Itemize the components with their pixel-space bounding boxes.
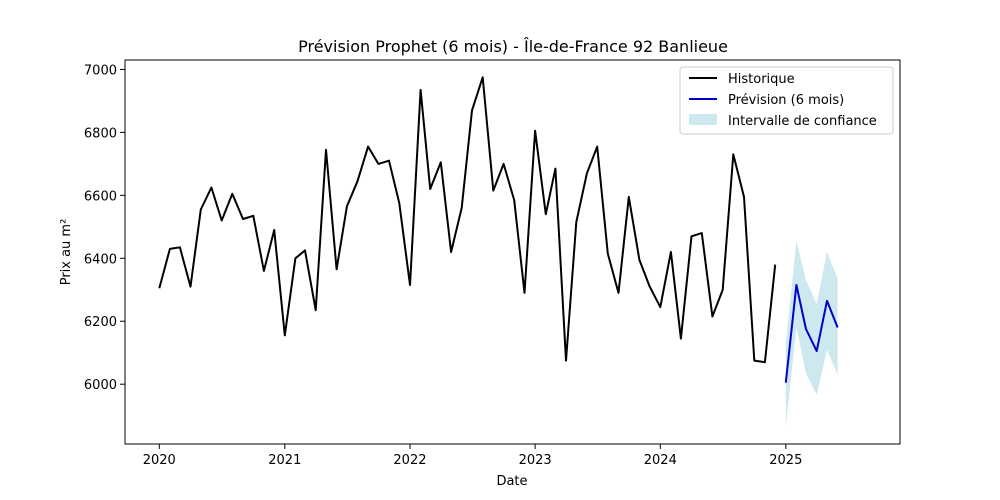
y-tick-label: 7000 (84, 63, 117, 78)
confidence-band-layer (785, 241, 838, 427)
y-tick-label: 6800 (84, 126, 117, 141)
series-line-historique (158, 76, 777, 364)
x-axis-title: Date (496, 474, 527, 489)
y-tick-label: 6400 (84, 252, 117, 267)
x-tick-label: 2025 (769, 453, 802, 468)
x-tick-label: 2022 (393, 453, 426, 468)
x-tick-label: 2023 (519, 453, 552, 468)
legend: Historique Prévision (6 mois) Intervalle… (679, 66, 894, 135)
legend-label-historique: Historique (728, 72, 795, 87)
confidence-band (785, 241, 838, 427)
legend-swatch-intervalle (689, 114, 717, 125)
legend-box (679, 66, 894, 135)
x-axis: 2020 2021 2022 2023 2024 2025 (143, 444, 802, 468)
series-line-prevision (784, 284, 839, 383)
legend-label-intervalle: Intervalle de confiance (728, 114, 877, 129)
y-tick-label: 6600 (84, 189, 117, 204)
plot-area (124, 59, 901, 445)
line-layer (158, 76, 839, 383)
y-axis-title: Prix au m² (59, 219, 74, 286)
x-tick-label: 2021 (268, 453, 301, 468)
y-tick-label: 6200 (84, 315, 117, 330)
y-axis: 6000 6200 6400 6600 6800 7000 (84, 63, 125, 393)
plot-frame (124, 59, 901, 445)
y-tick-label: 6000 (84, 378, 117, 393)
x-tick-label: 2024 (644, 453, 677, 468)
chart-title: Prévision Prophet (6 mois) - Île-de-Fran… (298, 37, 728, 56)
x-tick-label: 2020 (143, 453, 176, 468)
legend-label-prevision: Prévision (6 mois) (728, 93, 844, 108)
